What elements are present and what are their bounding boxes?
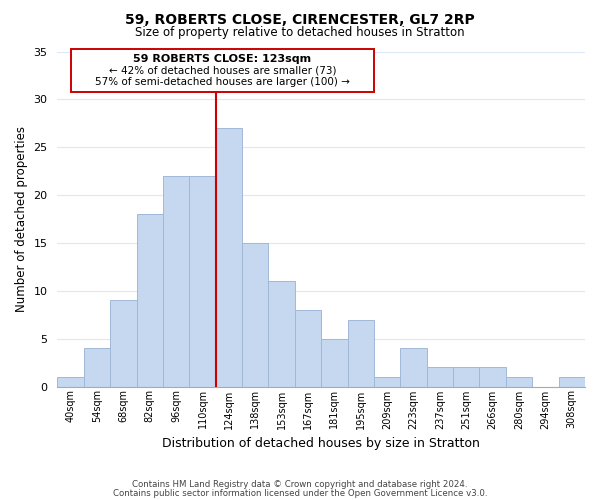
Bar bbox=[453, 368, 479, 386]
Bar bbox=[84, 348, 110, 387]
X-axis label: Distribution of detached houses by size in Stratton: Distribution of detached houses by size … bbox=[162, 437, 480, 450]
Text: Size of property relative to detached houses in Stratton: Size of property relative to detached ho… bbox=[135, 26, 465, 39]
Bar bbox=[427, 368, 453, 386]
Text: 59, ROBERTS CLOSE, CIRENCESTER, GL7 2RP: 59, ROBERTS CLOSE, CIRENCESTER, GL7 2RP bbox=[125, 12, 475, 26]
Text: 57% of semi-detached houses are larger (100) →: 57% of semi-detached houses are larger (… bbox=[95, 78, 350, 88]
Bar bbox=[321, 338, 347, 386]
Text: Contains public sector information licensed under the Open Government Licence v3: Contains public sector information licen… bbox=[113, 488, 487, 498]
Bar bbox=[479, 368, 506, 386]
Bar bbox=[242, 243, 268, 386]
Text: Contains HM Land Registry data © Crown copyright and database right 2024.: Contains HM Land Registry data © Crown c… bbox=[132, 480, 468, 489]
Bar bbox=[58, 377, 84, 386]
Bar bbox=[268, 281, 295, 386]
Bar bbox=[374, 377, 400, 386]
Bar bbox=[506, 377, 532, 386]
FancyBboxPatch shape bbox=[71, 48, 374, 92]
Y-axis label: Number of detached properties: Number of detached properties bbox=[15, 126, 28, 312]
Bar bbox=[110, 300, 137, 386]
Bar bbox=[163, 176, 190, 386]
Bar bbox=[559, 377, 585, 386]
Bar bbox=[190, 176, 215, 386]
Bar bbox=[137, 214, 163, 386]
Text: ← 42% of detached houses are smaller (73): ← 42% of detached houses are smaller (73… bbox=[109, 66, 336, 76]
Bar bbox=[215, 128, 242, 386]
Bar bbox=[347, 320, 374, 386]
Bar bbox=[400, 348, 427, 387]
Text: 59 ROBERTS CLOSE: 123sqm: 59 ROBERTS CLOSE: 123sqm bbox=[133, 54, 311, 64]
Bar bbox=[295, 310, 321, 386]
